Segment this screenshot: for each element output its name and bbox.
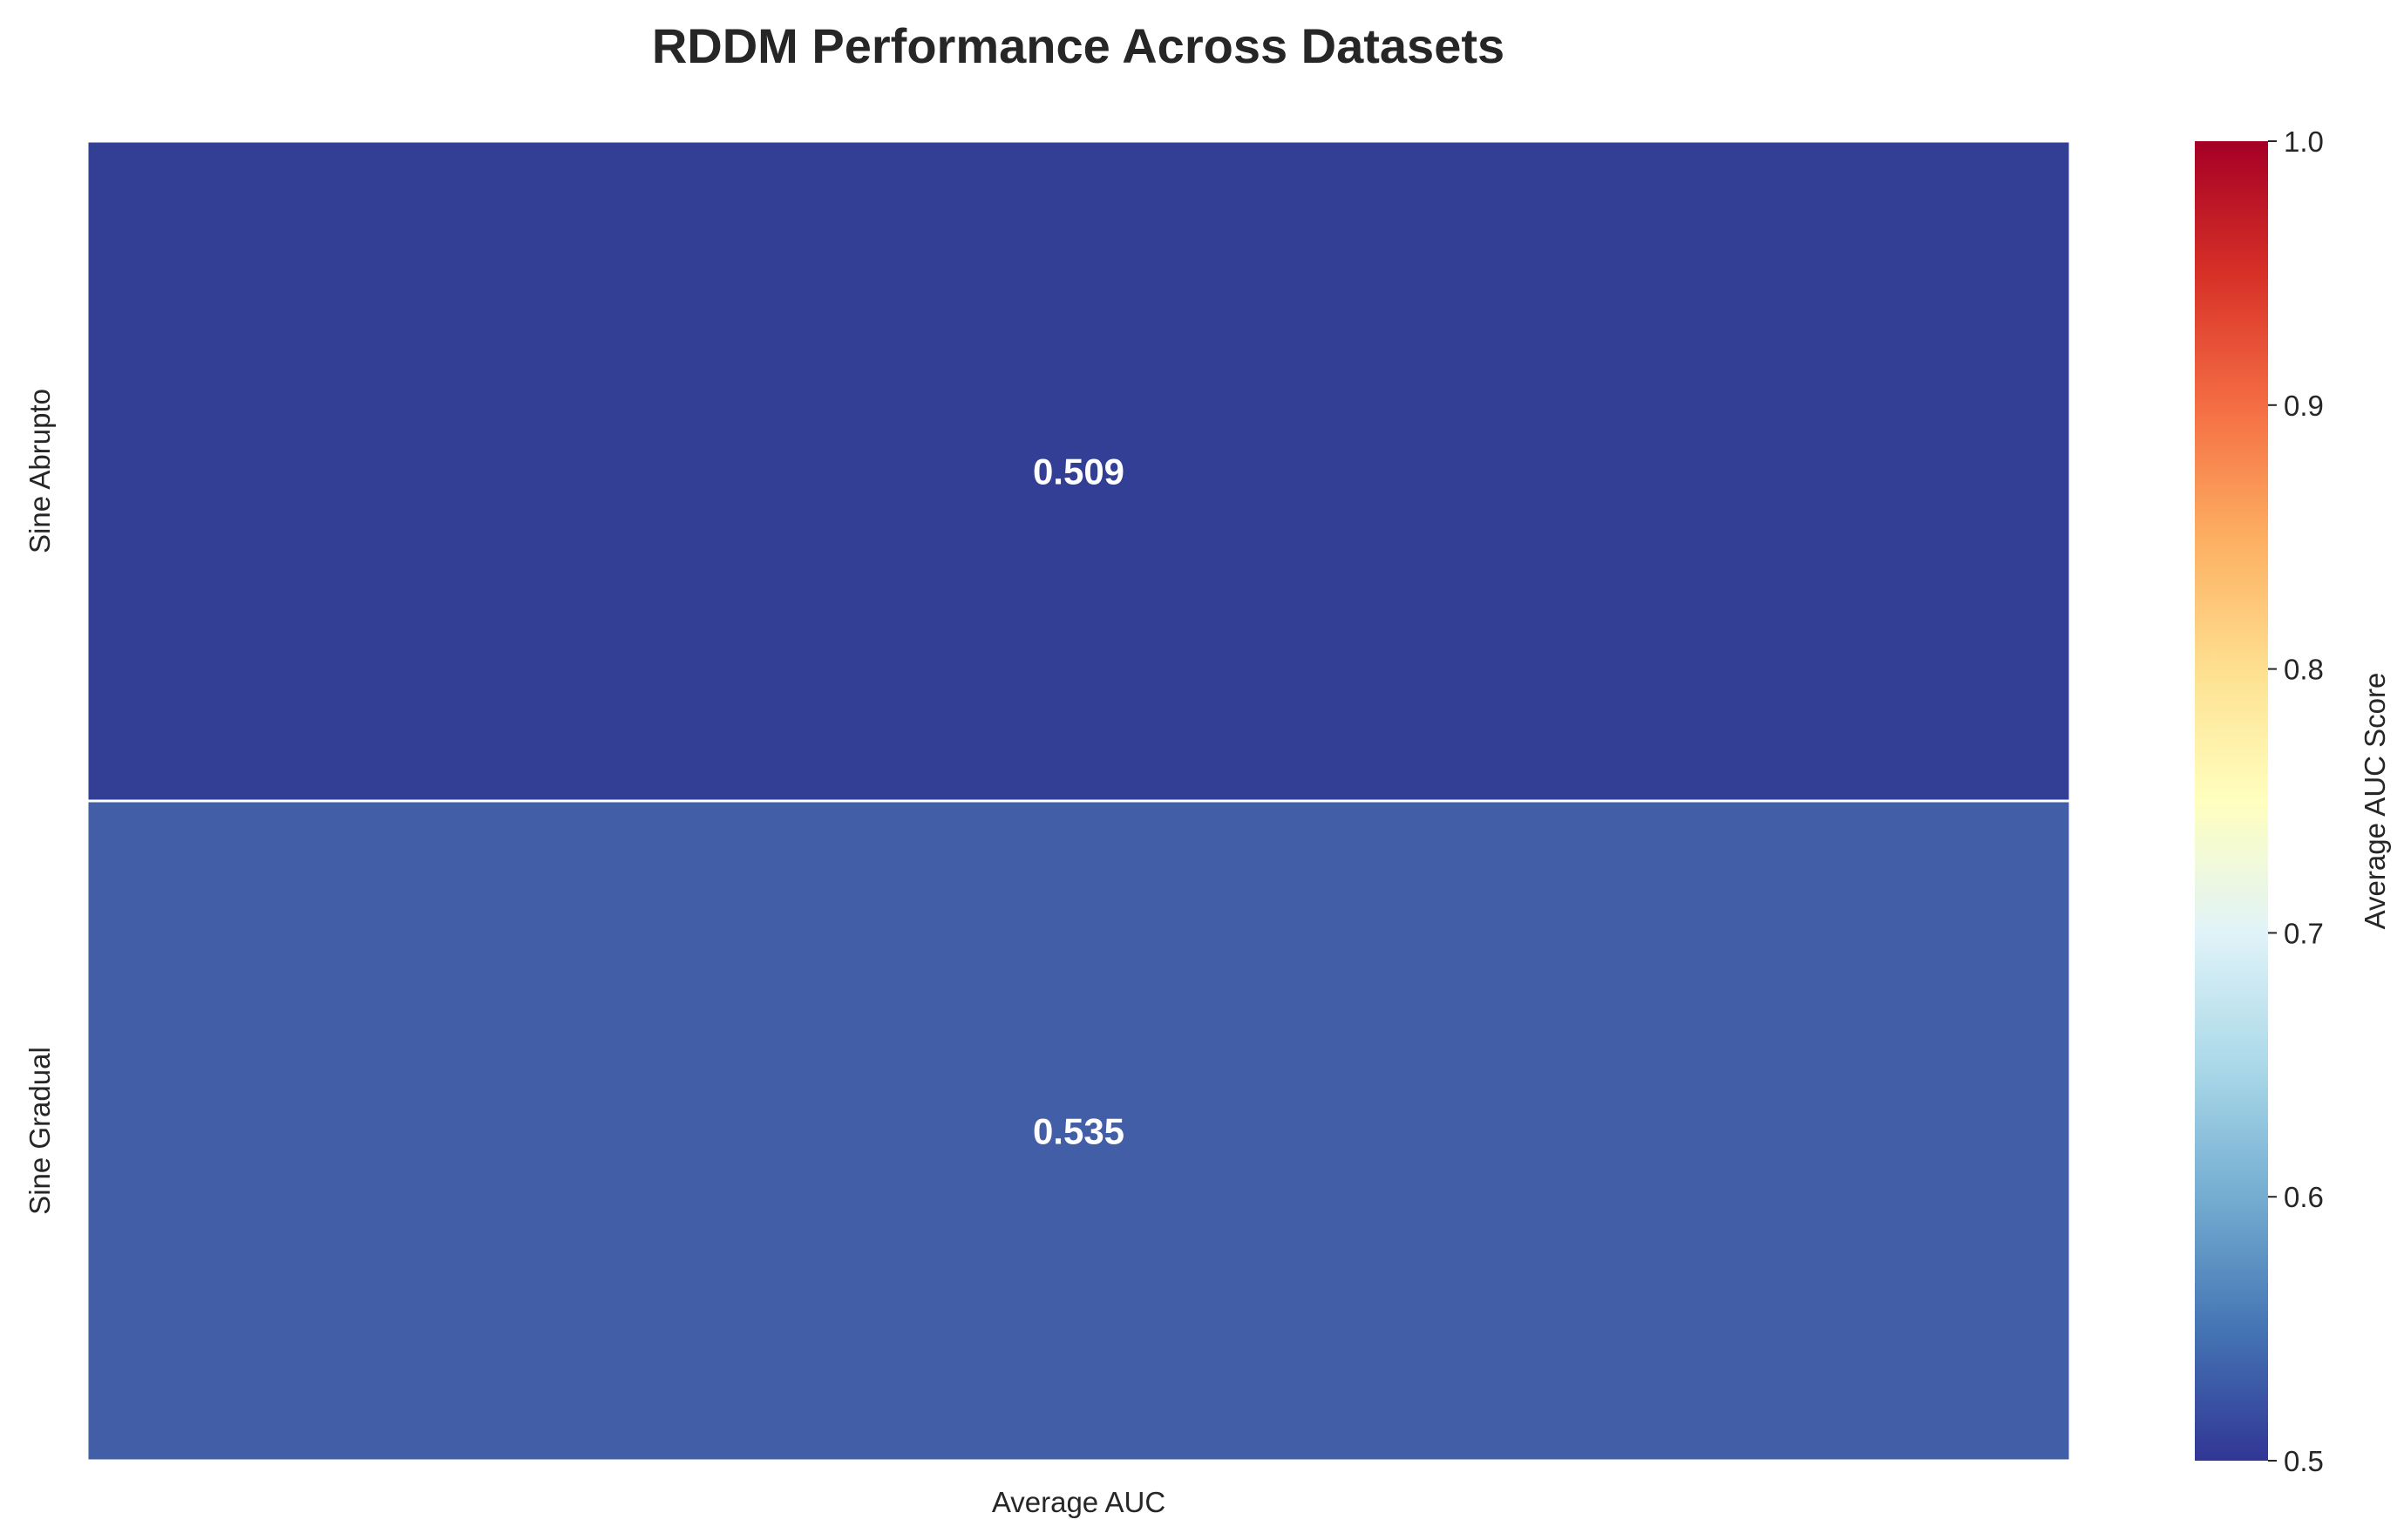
heatmap-cell [85,139,2072,803]
heatmap-cell [85,799,2072,1462]
colorbar-tick-label: 0.5 [2284,1445,2324,1477]
heatmap-cells [85,139,2072,1462]
colorbar-tick-label: 0.6 [2284,1181,2324,1213]
colorbar [2195,141,2268,1461]
heatmap-cell-labels: 0.509 0.535 [1033,451,1124,1152]
y-tick-label: Sine Abrupto [24,389,56,553]
colorbar-label: Average AUC Score [2359,673,2391,930]
cell-value-label: 0.535 [1033,1111,1124,1152]
colorbar-tick-label: 0.8 [2284,654,2324,686]
cell-value-label: 0.509 [1033,451,1124,492]
colorbar-ticks: 0.5 0.6 0.7 0.8 0.9 1.0 [2268,126,2324,1477]
y-tick-label: Sine Gradual [24,1047,56,1215]
colorbar-tick-label: 0.7 [2284,917,2324,949]
colorbar-tick-label: 0.9 [2284,390,2324,422]
x-tick-label: Average AUC [992,1486,1165,1518]
x-axis-tick-labels: Average AUC [992,1486,1165,1518]
chart-title: RDDM Performance Across Datasets [652,18,1504,73]
y-axis-tick-labels: Sine Abrupto Sine Gradual [24,389,56,1215]
colorbar-tick-label: 1.0 [2284,126,2324,158]
